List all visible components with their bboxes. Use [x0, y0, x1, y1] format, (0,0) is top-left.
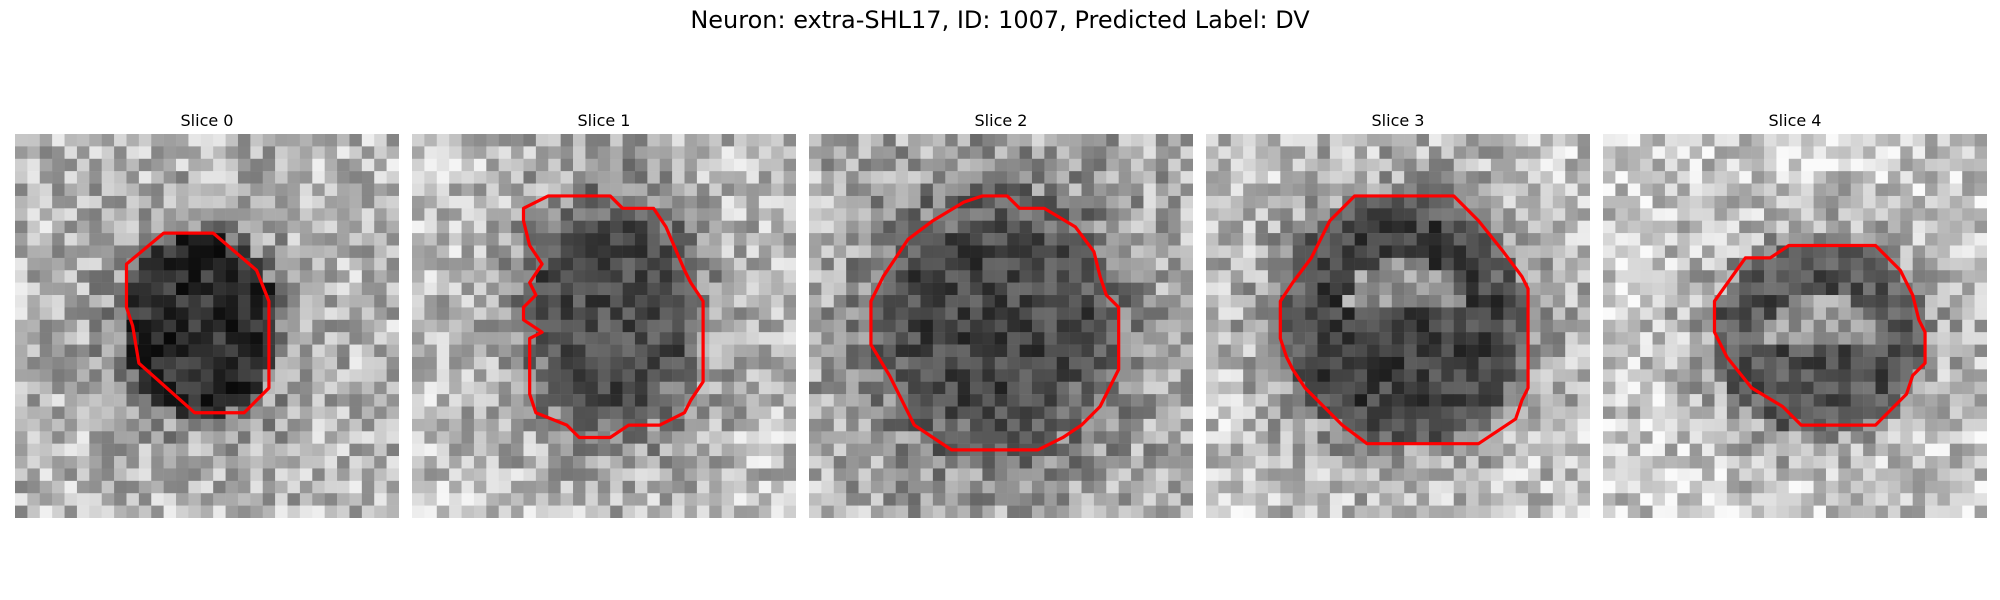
slice-image	[412, 134, 796, 518]
slice-image	[1603, 134, 1987, 518]
neuron-contour	[1712, 243, 1927, 427]
figure-title: Neuron: extra-SHL17, ID: 1007, Predicted…	[690, 6, 1310, 34]
neuron-contour	[521, 194, 705, 440]
slice-panel-2: Slice 2	[809, 108, 1193, 518]
slice-image	[1206, 134, 1590, 518]
slice-title: Slice 2	[974, 111, 1028, 130]
grayscale-pixels	[412, 134, 796, 518]
slice-image	[15, 134, 399, 518]
grayscale-pixels	[15, 134, 399, 518]
neuron-contour	[1278, 194, 1530, 446]
grayscale-pixels	[1603, 134, 1987, 518]
slice-image	[809, 134, 1193, 518]
slice-panel-1: Slice 1	[412, 108, 796, 518]
slice-panel-3: Slice 3	[1206, 108, 1590, 518]
slice-panel-4: Slice 4	[1603, 108, 1987, 518]
slice-title: Slice 4	[1768, 111, 1822, 130]
neuron-contour	[869, 194, 1121, 452]
grayscale-pixels	[809, 134, 1193, 518]
slice-title: Slice 0	[180, 111, 234, 130]
slice-panel-0: Slice 0	[15, 108, 399, 518]
neuron-contour	[124, 231, 271, 415]
slice-title: Slice 1	[577, 111, 631, 130]
slice-title: Slice 3	[1371, 111, 1425, 130]
grayscale-pixels	[1206, 134, 1590, 518]
